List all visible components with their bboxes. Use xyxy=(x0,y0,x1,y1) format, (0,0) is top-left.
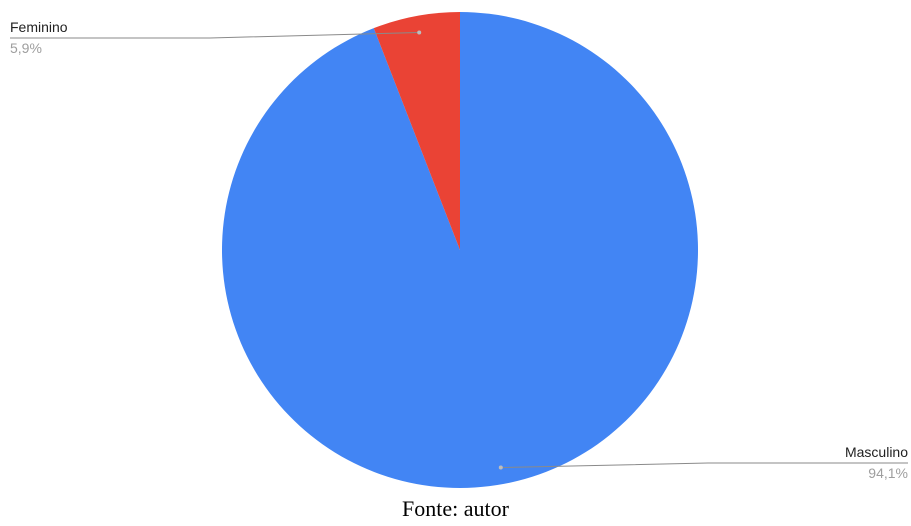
leader-line-feminino xyxy=(10,31,420,39)
pie-slice-masculino xyxy=(222,12,698,489)
pie-slice-feminino xyxy=(373,12,460,250)
source-caption: Fonte: autor xyxy=(402,496,509,521)
slice-percent-feminino: 5,9% xyxy=(10,40,42,56)
pie-chart: Masculino 94,1% Feminino 5,9% xyxy=(10,12,908,489)
slice-percent-masculino: 94,1% xyxy=(868,465,908,481)
leader-dot-masculino xyxy=(498,465,503,470)
leader-dot-feminino xyxy=(417,30,422,35)
slice-label-feminino: Feminino xyxy=(10,19,68,35)
leader-line-masculino xyxy=(500,462,908,469)
slice-label-masculino: Masculino xyxy=(845,444,908,460)
